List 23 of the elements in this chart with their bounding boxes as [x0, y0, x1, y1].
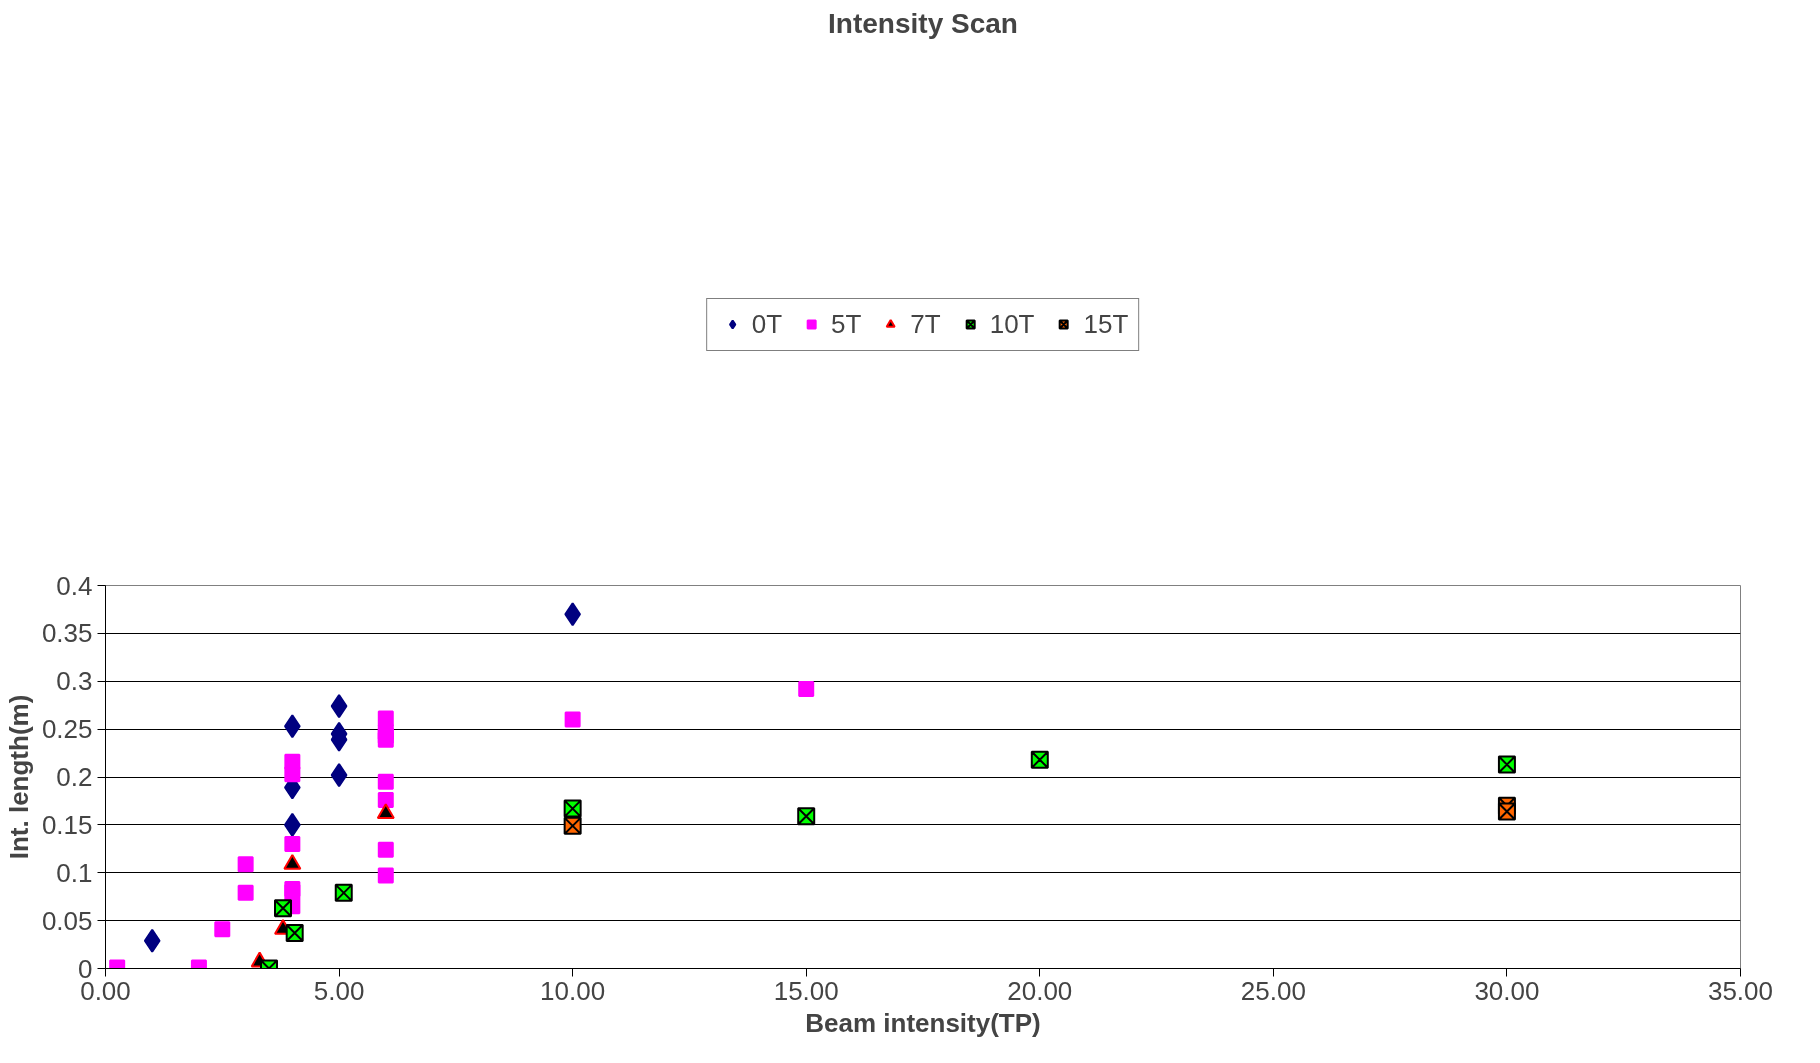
- y-tick-label: 0.1: [56, 857, 93, 888]
- x-tick-label: 25.00: [1240, 975, 1306, 1006]
- y-tick-label: 0.3: [56, 666, 93, 697]
- x-axis-title: Beam intensity(TP): [805, 1007, 1041, 1038]
- x-tick-label: 20.00: [1007, 975, 1073, 1006]
- x-tick-label: 15.00: [773, 975, 839, 1006]
- y-tick-label: 0.2: [56, 762, 93, 792]
- x-tick-label: 10.00: [540, 975, 606, 1006]
- legend-label: 0T: [751, 308, 783, 340]
- y-tick-label: 0.35: [41, 618, 93, 649]
- legend-label: 15T: [1083, 308, 1129, 340]
- chart-title: Intensity Scan: [828, 7, 1018, 39]
- x-tick-label: 35.00: [1707, 975, 1774, 1006]
- y-axis-title: Int. length(m): [3, 694, 34, 860]
- legend-label: 5T: [831, 308, 862, 340]
- y-tick-label: 0.05: [41, 905, 93, 936]
- y-tick-label: 0.15: [41, 809, 93, 840]
- y-tick-label: 0.25: [41, 714, 93, 745]
- legend-label: 10T: [989, 308, 1035, 340]
- y-tick-label: 0.4: [56, 570, 93, 601]
- x-tick-label: 5.00: [313, 975, 365, 1006]
- legend-label: 7T: [910, 308, 941, 340]
- x-tick-label: 30.00: [1474, 975, 1540, 1006]
